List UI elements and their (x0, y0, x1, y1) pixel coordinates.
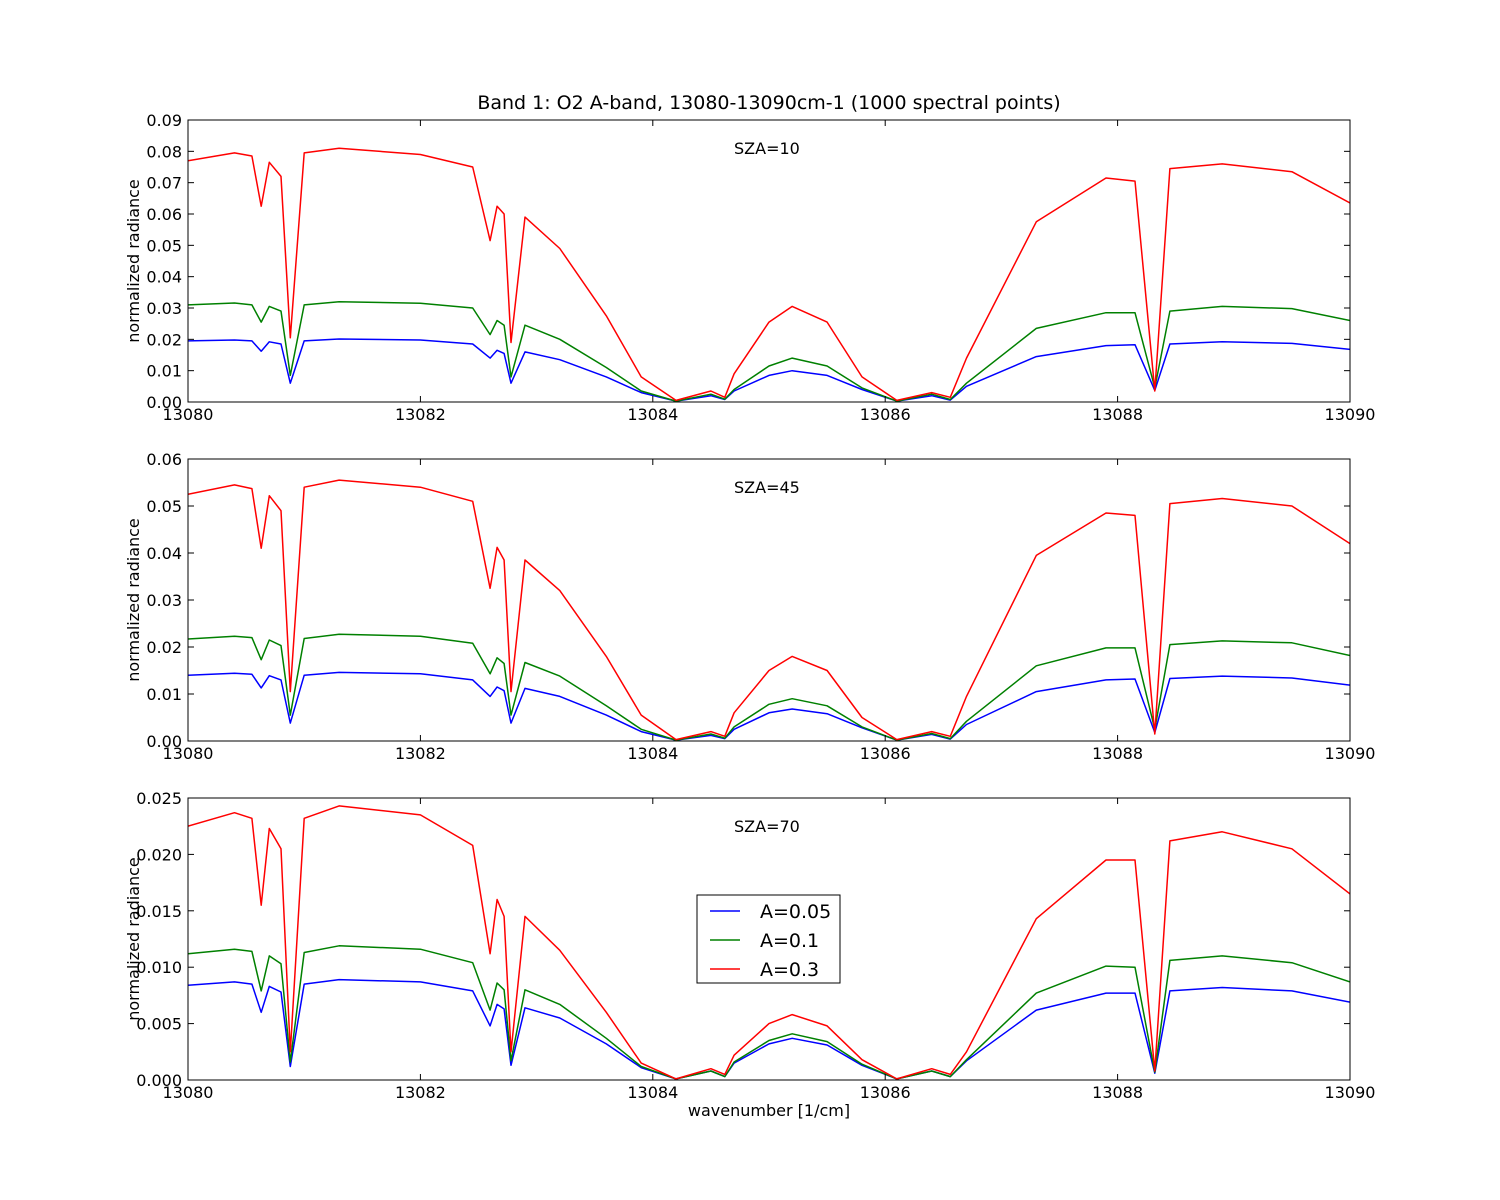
y-axis-label: normalized radiance (124, 518, 143, 682)
series-line-a-0-1 (188, 300, 1350, 402)
x-tick-label: 13080 (163, 744, 214, 763)
y-tick-label: 0.02 (146, 638, 182, 657)
y-tick-label: 0.06 (146, 450, 182, 469)
series-group (188, 147, 1350, 402)
panel-annotation: SZA=45 (734, 478, 800, 497)
panel-1: 13080 13082 13084 13086 13088 13090 0.00 0.01 0.… (124, 111, 1375, 424)
y-tick-label: 0.01 (146, 362, 182, 381)
panel-annotation: SZA=10 (734, 139, 800, 158)
series-line-a-0-05 (188, 671, 1350, 741)
y-tick-label: 0.08 (146, 142, 182, 161)
x-tick-label: 13088 (1092, 1083, 1143, 1102)
y-tick-label: 0.005 (136, 1015, 182, 1034)
x-tick-label: 13084 (627, 405, 678, 424)
y-tick-label: 0.020 (136, 845, 182, 864)
y-tick-label: 0.05 (146, 236, 182, 255)
y-tick-label: 0.03 (146, 591, 182, 610)
x-tick-label: 13086 (860, 1083, 911, 1102)
x-tick-label: 13080 (163, 1083, 214, 1102)
x-tick-label: 13084 (627, 744, 678, 763)
y-tick-label: 0.025 (136, 789, 182, 808)
y-tick-label: 0.03 (146, 299, 182, 318)
series-line-a-0-05 (188, 978, 1350, 1080)
x-tick-label: 13090 (1325, 1083, 1376, 1102)
y-tick-label: 0.010 (136, 958, 182, 977)
plot-frame (187, 458, 1351, 742)
legend-label: A=0.1 (760, 930, 819, 952)
y-tick-label: 0.09 (146, 111, 182, 130)
x-tick-label: 13082 (395, 1083, 446, 1102)
y-tick-label: 0.00 (146, 393, 182, 412)
y-tick-label: 0.05 (146, 497, 182, 516)
plot-frame (187, 797, 1351, 1081)
plot-frame (187, 119, 1351, 403)
y-tick-label: 0.01 (146, 685, 182, 704)
y-tick-label: 0.06 (146, 205, 182, 224)
x-axis-label: wavenumber [1/cm] (688, 1101, 850, 1120)
series-group (188, 479, 1350, 741)
x-tick-label: 13086 (860, 405, 911, 424)
x-tick-label: 13088 (1092, 744, 1143, 763)
x-tick-label: 13090 (1325, 405, 1376, 424)
y-tick-label: 0.04 (146, 544, 182, 563)
panels: 13080 13082 13084 13086 13088 13090 0.00 0.01 0.… (124, 111, 1375, 1102)
x-tick-label: 13086 (860, 744, 911, 763)
y-tick-label: 0.000 (136, 1071, 182, 1090)
series-line-a-0-05 (188, 338, 1350, 402)
x-tick-label: 13082 (395, 405, 446, 424)
y-tick-label: 0.015 (136, 902, 182, 921)
panel-3: 13080 13082 13084 13086 13088 13090 0.000 0.005… (124, 789, 1375, 1102)
x-tick-label: 13084 (627, 1083, 678, 1102)
x-tick-label: 13090 (1325, 744, 1376, 763)
y-axis-label: normalized radiance (124, 179, 143, 343)
y-tick-label: 0.02 (146, 330, 182, 349)
y-tick-label: 0.07 (146, 174, 182, 193)
series-line-a-0-3 (188, 805, 1350, 1080)
x-tick-label: 13088 (1092, 405, 1143, 424)
figure-title: Band 1: O2 A-band, 13080-13090cm-1 (1000… (477, 92, 1060, 114)
panel-annotation: SZA=70 (734, 817, 800, 836)
y-axis-label: normalized radiance (124, 857, 143, 1021)
series-line-a-0-3 (188, 147, 1350, 402)
legend-label: A=0.05 (760, 901, 831, 923)
panel-2: 13080 13082 13084 13086 13088 13090 0.00 0.01 0.… (124, 450, 1375, 763)
series-line-a-0-3 (188, 479, 1350, 741)
x-tick-label: 13082 (395, 744, 446, 763)
series-group (188, 805, 1350, 1080)
y-tick-label: 0.04 (146, 268, 182, 287)
y-tick-label: 0.00 (146, 732, 182, 751)
legend: A=0.05 A=0.1 A=0.3 (696, 894, 841, 984)
x-tick-label: 13080 (163, 405, 214, 424)
legend-label: A=0.3 (760, 959, 819, 981)
series-line-a-0-1 (188, 633, 1350, 741)
